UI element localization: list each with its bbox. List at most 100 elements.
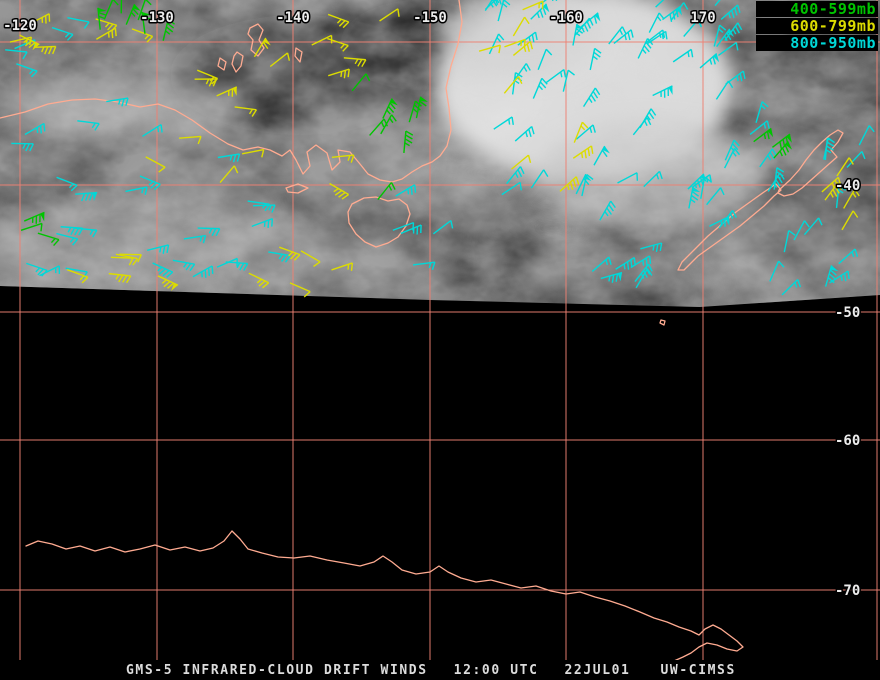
wind-barb-low: [630, 255, 652, 269]
wind-barb-low: [829, 270, 850, 284]
barb-staff: [591, 256, 610, 272]
barb-staff: [639, 108, 652, 129]
wind-barb-low: [545, 68, 567, 84]
barb-tick: [233, 165, 239, 174]
wind-barb-low: [599, 200, 616, 221]
wind-barb-low: [506, 166, 525, 185]
barb-staff: [615, 256, 635, 270]
wind-barb-low: [412, 261, 436, 270]
barb-staff: [718, 41, 737, 56]
barb-tick: [624, 34, 627, 41]
barb-staff: [572, 145, 592, 159]
barb-tick: [338, 191, 346, 198]
wind-barb-low: [759, 148, 777, 168]
wind-barb-mid: [234, 106, 258, 117]
barb-tick: [354, 58, 359, 65]
barb-tick: [683, 2, 689, 10]
barb-tick: [592, 124, 596, 133]
wind-barb-low: [755, 101, 769, 123]
barb-tick: [779, 150, 783, 157]
wind-barb-low: [639, 108, 657, 129]
longitude-label: -160: [549, 10, 583, 26]
barb-staff: [613, 29, 632, 45]
barb-staff: [241, 148, 264, 155]
wind-barb-mid: [216, 86, 238, 97]
barb-tick: [834, 179, 839, 188]
barb-staff: [196, 69, 218, 80]
barb-tick: [347, 264, 350, 270]
barb-tick: [83, 21, 90, 29]
barb-tick: [431, 261, 436, 270]
longitude-label: -150: [413, 10, 447, 26]
barb-tick: [645, 257, 648, 267]
barb-tick: [719, 187, 725, 196]
wind-barb-low: [67, 17, 90, 29]
wind-barb-high: [97, 7, 107, 30]
barb-tick: [40, 223, 43, 232]
barb-staff: [512, 16, 526, 37]
barb-staff: [137, 0, 146, 21]
coastline-tasmania: [347, 196, 411, 248]
barb-staff: [724, 22, 739, 41]
barb-tick: [687, 51, 690, 58]
barb-tick: [495, 0, 499, 5]
barb-staff: [724, 148, 736, 169]
wind-barb-low: [644, 29, 666, 44]
barb-tick: [838, 189, 844, 194]
wind-barb-high: [141, 11, 151, 34]
wind-barb-mid: [219, 165, 239, 184]
wind-barb-mid: [572, 145, 594, 159]
barb-staff: [145, 156, 166, 168]
barb-staff: [351, 73, 367, 92]
barb-tick: [732, 28, 737, 35]
barb-tick: [496, 37, 502, 43]
barb-tick: [128, 257, 134, 266]
wind-barb-low: [637, 38, 654, 59]
barb-staff: [23, 211, 45, 222]
wind-barb-high: [415, 96, 428, 119]
barb-tick: [104, 22, 110, 28]
barb-tick: [730, 146, 736, 152]
barb-staff: [716, 28, 731, 48]
barb-staff: [300, 250, 321, 263]
barb-tick: [647, 263, 653, 272]
barb-tick: [511, 116, 514, 125]
wind-barb-high: [369, 118, 388, 136]
barb-staff: [400, 224, 422, 235]
barb-tick: [251, 109, 258, 117]
wind-barb-low: [617, 172, 639, 184]
wind-barb-mid: [836, 157, 854, 177]
barb-staff: [67, 17, 90, 23]
barb-tick: [766, 131, 770, 140]
barb-tick: [66, 33, 74, 41]
barb-staff: [769, 260, 780, 282]
barb-tick: [336, 18, 342, 24]
barb-staff: [16, 63, 38, 72]
wind-barb-low: [530, 169, 549, 189]
wind-barbs: [5, 0, 875, 298]
barb-staff: [599, 200, 612, 221]
barb-tick: [818, 217, 823, 226]
barb-tick: [611, 274, 615, 283]
barb-tick: [343, 70, 347, 79]
wind-barb-low: [662, 5, 682, 22]
barb-tick: [825, 149, 832, 154]
barb-tick: [165, 26, 174, 33]
barb-tick: [189, 263, 196, 272]
barb-tick: [525, 63, 531, 71]
wind-barb-low: [648, 12, 665, 33]
barb-tick: [781, 147, 787, 156]
wind-barb-low: [575, 124, 596, 140]
barb-tick: [496, 0, 500, 4]
barb-tick: [112, 0, 119, 6]
barb-tick: [528, 128, 532, 137]
barb-tick: [146, 35, 154, 43]
wind-barb-low: [532, 77, 548, 99]
barb-tick: [623, 263, 626, 270]
caption-date: 22JUL01: [565, 663, 631, 678]
barb-tick: [826, 141, 835, 147]
wind-barb-low: [749, 120, 770, 135]
barb-staff: [714, 0, 721, 6]
longitude-label: 170: [690, 10, 715, 26]
barb-staff: [637, 38, 649, 59]
